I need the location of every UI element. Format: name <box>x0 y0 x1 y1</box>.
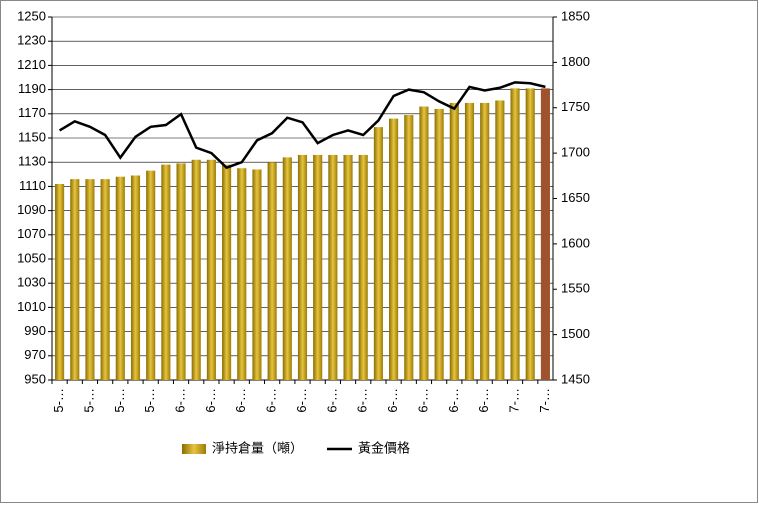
bar <box>85 179 95 380</box>
x-tick-label: 6-… <box>294 388 309 413</box>
y-tick-label: 1210 <box>17 57 46 72</box>
x-tick-label: 5-… <box>142 388 157 413</box>
y-tick-label: 990 <box>24 323 46 338</box>
bar <box>419 106 429 380</box>
y-tick-label: 1230 <box>17 33 46 48</box>
y-tick-label: 970 <box>24 347 46 362</box>
y-tick-label: 1170 <box>18 105 46 120</box>
bar <box>373 127 383 380</box>
y-tick-label: 1050 <box>17 250 46 265</box>
bar <box>343 154 353 380</box>
x-tick-label: 6-… <box>203 388 218 413</box>
y2-tick-label: 1800 <box>561 54 590 69</box>
bar <box>161 164 171 380</box>
y-tick-label: 1250 <box>17 8 46 23</box>
y-tick-label: 1130 <box>18 154 46 169</box>
bar <box>510 88 520 380</box>
y2-tick-label: 1850 <box>561 8 590 23</box>
y-tick-label: 1030 <box>17 275 46 290</box>
bar <box>282 157 292 380</box>
legend-label: 黃金價格 <box>358 440 410 455</box>
x-tick-label: 7-… <box>506 388 521 413</box>
bar <box>146 170 156 380</box>
bar <box>206 159 216 380</box>
legend-swatch <box>182 444 206 454</box>
y-tick-label: 1010 <box>17 299 46 314</box>
x-tick-label: 7-… <box>537 388 552 413</box>
bar <box>540 88 550 380</box>
x-tick-label: 6-… <box>233 388 248 413</box>
y-tick-label: 1070 <box>17 226 46 241</box>
bar <box>267 162 277 380</box>
bar <box>525 88 535 380</box>
bar <box>176 163 186 380</box>
y2-tick-label: 1650 <box>561 190 590 205</box>
y2-tick-label: 1450 <box>561 371 590 386</box>
legend-label: 淨持倉量（噸） <box>212 440 303 455</box>
bar <box>464 102 475 380</box>
bar <box>70 179 80 380</box>
y2-tick-label: 1700 <box>561 145 590 160</box>
x-tick-label: 5-… <box>112 388 127 413</box>
x-tick-label: 6-… <box>172 388 187 413</box>
x-tick-label: 5-… <box>51 388 66 413</box>
bar <box>237 168 247 380</box>
bar <box>313 154 323 380</box>
y-tick-label: 1110 <box>19 178 46 193</box>
x-tick-label: 6-… <box>264 388 279 413</box>
bar <box>222 164 232 380</box>
y2-tick-label: 1600 <box>561 235 590 250</box>
y-tick-label: 1150 <box>18 129 46 144</box>
bar <box>328 154 338 380</box>
bar <box>55 183 65 380</box>
bar <box>389 118 399 380</box>
bar <box>495 100 505 381</box>
bar <box>252 169 262 380</box>
bar <box>297 154 308 380</box>
y-tick-label: 1090 <box>17 202 46 217</box>
x-tick-label: 6-… <box>446 388 461 413</box>
x-tick-label: 6-… <box>355 388 370 413</box>
y2-tick-label: 1750 <box>561 99 590 114</box>
bar <box>480 102 490 380</box>
y-tick-label: 1190 <box>18 81 46 96</box>
y2-tick-label: 1500 <box>561 326 590 341</box>
bar <box>404 115 414 380</box>
bar <box>191 159 201 380</box>
y-tick-label: 950 <box>24 371 46 386</box>
x-tick-label: 6-… <box>385 388 400 413</box>
bar <box>130 175 141 380</box>
bar <box>115 176 125 380</box>
bar <box>434 108 444 381</box>
bar <box>358 154 368 380</box>
y2-tick-label: 1550 <box>561 281 590 296</box>
x-tick-label: 6-… <box>324 388 339 413</box>
x-tick-label: 6-… <box>476 388 491 413</box>
price-line <box>58 81 546 170</box>
bar <box>100 179 110 380</box>
x-tick-label: 5-… <box>81 388 96 413</box>
bar <box>449 102 459 380</box>
x-tick-label: 6-… <box>415 388 430 413</box>
